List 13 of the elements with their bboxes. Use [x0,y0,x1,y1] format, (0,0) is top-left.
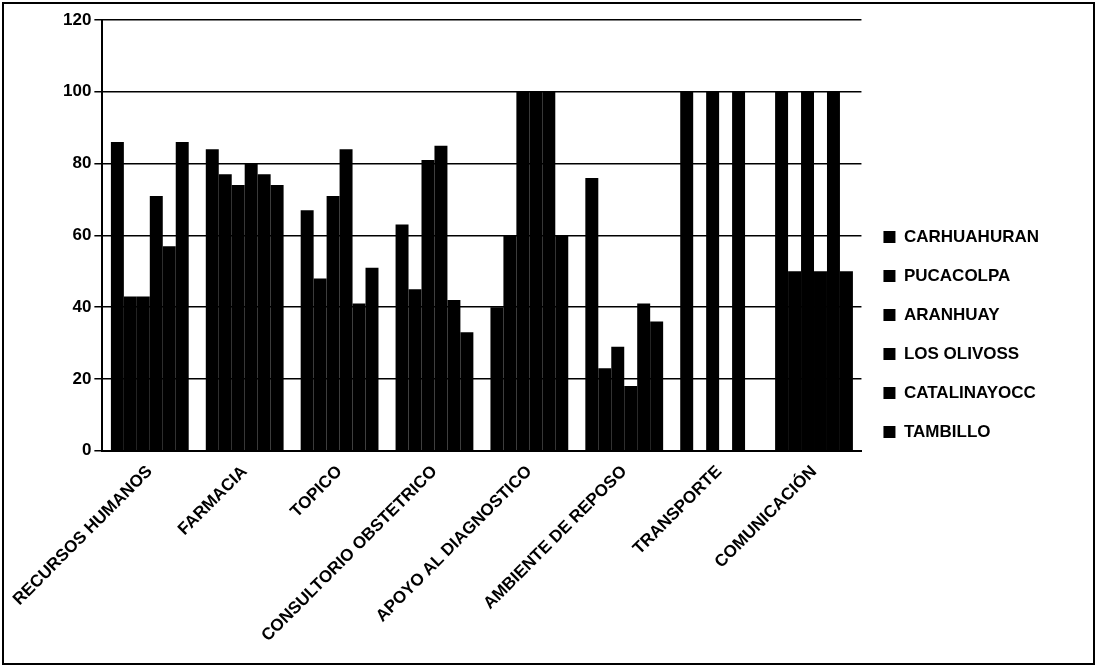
y-tick-label: 120 [62,9,92,29]
legend-label: PUCACOLPA [903,265,1011,285]
y-tick-label: 80 [72,153,92,173]
y-tick-label: 20 [72,368,92,388]
y-tick-label: 60 [72,225,92,245]
legend-label: CARHUAHURAN [903,226,1039,246]
y-tick-label: 0 [81,440,92,460]
legend-label: ARANHUAY [903,304,1001,324]
legend-label: LOS OLIVOSS [903,343,1020,363]
legend-label: TAMBILLO [903,421,991,441]
y-tick-label: 100 [62,81,92,101]
y-tick-label: 40 [72,296,92,316]
legend-label: CATALINAYOCC [903,382,1036,402]
